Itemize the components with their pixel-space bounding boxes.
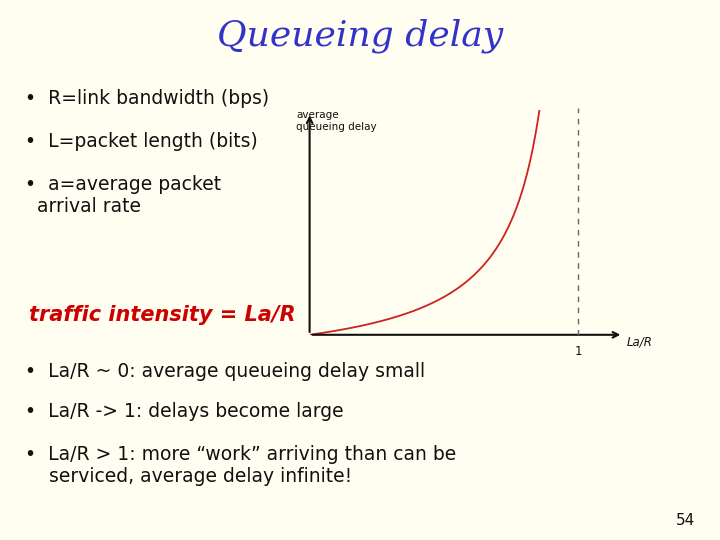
Text: 54: 54: [675, 513, 695, 528]
Text: •  L=packet length (bits): • L=packet length (bits): [25, 132, 258, 151]
Text: Queueing delay: Queueing delay: [217, 19, 503, 53]
Text: •  R=link bandwidth (bps): • R=link bandwidth (bps): [25, 89, 269, 108]
Text: La/R: La/R: [626, 335, 652, 348]
Text: •  La/R -> 1: delays become large: • La/R -> 1: delays become large: [25, 402, 344, 421]
Text: traffic intensity = La/R: traffic intensity = La/R: [29, 305, 295, 325]
Text: 1: 1: [575, 346, 582, 359]
Text: •  a=average packet
  arrival rate: • a=average packet arrival rate: [25, 176, 221, 217]
Text: average
queueing delay: average queueing delay: [296, 110, 377, 132]
Text: •  La/R > 1: more “work” arriving than can be
    serviced, average delay infini: • La/R > 1: more “work” arriving than ca…: [25, 446, 456, 487]
Text: •  La/R ~ 0: average queueing delay small: • La/R ~ 0: average queueing delay small: [25, 362, 426, 381]
